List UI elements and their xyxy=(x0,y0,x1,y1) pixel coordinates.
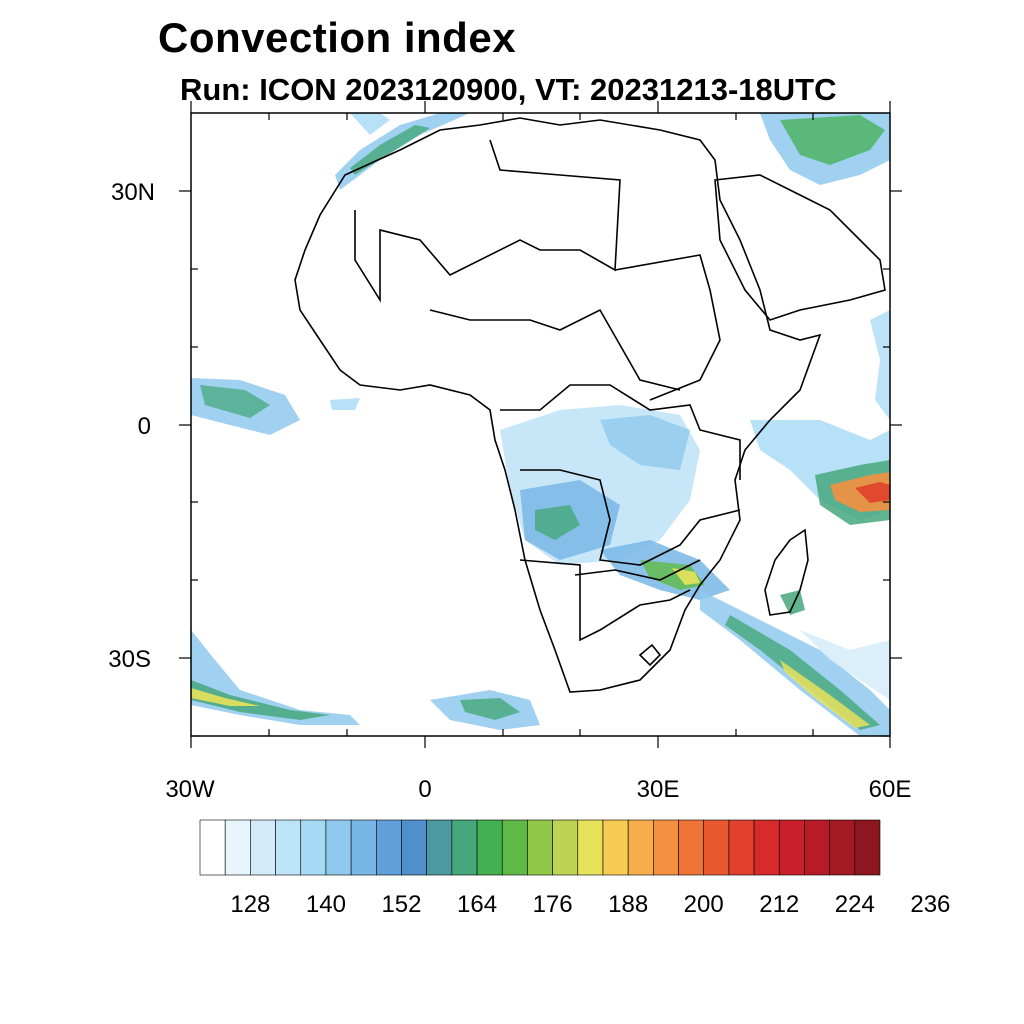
lat-label-0: 0 xyxy=(138,413,151,440)
colorbar-label: 212 xyxy=(759,891,799,918)
field-sw-atlantic-hot xyxy=(191,688,260,706)
field-zambezi-hot xyxy=(672,568,700,585)
colorbar-label: 128 xyxy=(230,891,270,918)
field-east-edge xyxy=(870,310,890,420)
lesotho-border xyxy=(638,643,662,667)
arabia-coastline xyxy=(714,174,886,321)
colorbar-box xyxy=(728,819,755,876)
colorbar-label: 188 xyxy=(608,891,648,918)
colorbar-label: 224 xyxy=(835,891,875,918)
colorbar-label: 200 xyxy=(684,891,724,918)
border-1 xyxy=(354,139,621,303)
border-3 xyxy=(429,308,681,391)
field-northwest-band xyxy=(335,113,470,190)
border-6 xyxy=(519,559,691,642)
field-se-front-core xyxy=(725,615,880,730)
colorbar-box xyxy=(552,819,579,876)
colorbar-box xyxy=(300,819,327,876)
colorbar xyxy=(199,819,881,876)
field-se-front-hot xyxy=(780,660,870,728)
madagascar-coastline xyxy=(764,528,809,616)
lon-label-60e: 60E xyxy=(869,776,912,803)
lat-label-30n: 30N xyxy=(111,179,155,206)
colorbar-box xyxy=(804,819,830,876)
lat-ticks xyxy=(179,190,902,737)
colorbar-box xyxy=(199,819,226,876)
field-west-patch xyxy=(330,398,360,410)
border-7 xyxy=(574,559,701,581)
border-4 xyxy=(500,384,741,480)
colorbar-box xyxy=(350,819,377,876)
lon-ticks xyxy=(190,101,891,748)
colorbar-box xyxy=(577,819,604,876)
colorbar-box xyxy=(627,819,654,876)
lon-label-0: 0 xyxy=(418,776,431,803)
border-2 xyxy=(614,254,721,401)
border-5 xyxy=(520,469,741,566)
colorbar-label: 140 xyxy=(306,891,346,918)
field-indian-ocean-peak xyxy=(855,482,890,503)
colorbar-box xyxy=(854,819,881,876)
convection-field xyxy=(191,113,890,736)
colorbar-box xyxy=(451,819,478,876)
colorbar-box xyxy=(703,819,730,876)
field-northeast-core xyxy=(780,115,885,165)
colorbar-box xyxy=(778,819,805,876)
colorbar-box xyxy=(602,819,629,876)
colorbar-box xyxy=(476,819,503,876)
field-madagascar xyxy=(780,590,805,615)
colorbar-box xyxy=(375,819,402,876)
coastlines xyxy=(294,117,886,693)
colorbar-box xyxy=(527,819,553,876)
colorbar-box xyxy=(653,819,679,876)
colorbar-box xyxy=(401,819,427,876)
colorbar-box xyxy=(275,819,302,876)
field-angola-core xyxy=(535,505,580,540)
chart-subtitle: Run: ICON 2023120900, VT: 20231213-18UTC xyxy=(180,72,837,107)
colorbar-box xyxy=(325,819,352,876)
colorbar-box xyxy=(426,819,453,876)
colorbar-box xyxy=(250,819,276,876)
colorbar-label: 176 xyxy=(533,891,573,918)
colorbar-label: 152 xyxy=(381,891,421,918)
field-great-lakes xyxy=(600,415,690,470)
lon-label-30e: 30E xyxy=(637,776,680,803)
colorbar-box xyxy=(678,819,705,876)
field-south-atlantic-core xyxy=(460,698,520,720)
colorbar-box xyxy=(224,819,251,876)
lon-label-30w: 30W xyxy=(165,776,215,803)
chart-title: Convection index xyxy=(158,14,517,61)
colorbar-label: 164 xyxy=(457,891,497,918)
colorbar-box xyxy=(753,819,780,876)
field-west-atlantic-core xyxy=(200,385,270,418)
africa-coastline xyxy=(294,117,822,693)
colorbar-label: 236 xyxy=(910,891,950,918)
colorbar-labels: 128 140 152 164 176 188 200 212 224 236 xyxy=(230,891,950,918)
colorbar-box xyxy=(829,819,856,876)
colorbar-box xyxy=(501,819,528,876)
lat-label-30s: 30S xyxy=(108,646,151,673)
field-northwest-core xyxy=(350,125,430,175)
field-mediterranean xyxy=(350,113,390,135)
field-se-outer xyxy=(800,630,890,700)
